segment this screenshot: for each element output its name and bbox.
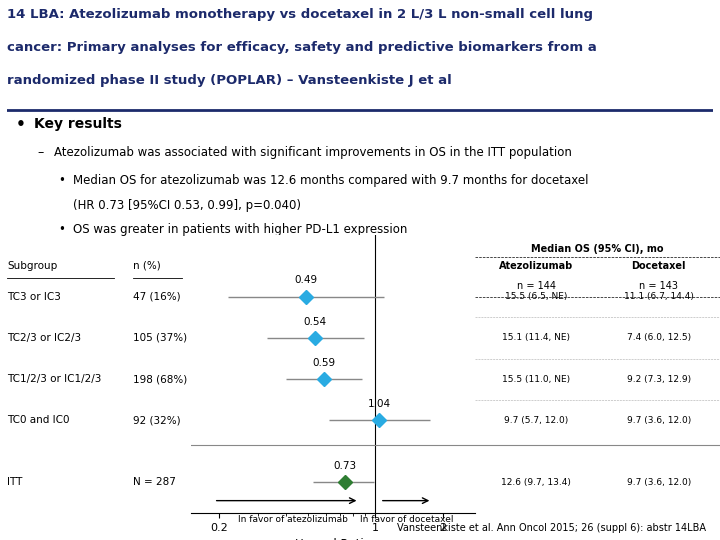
Text: 0.59: 0.59 [312, 358, 336, 368]
Text: •: • [16, 117, 26, 132]
Text: 198 (68%): 198 (68%) [133, 374, 187, 384]
Text: Subgroup: Subgroup [7, 261, 58, 271]
Text: N = 287: N = 287 [133, 477, 176, 487]
Text: Key results: Key results [35, 117, 122, 131]
Text: ITT: ITT [7, 477, 22, 487]
Text: Median OS (95% CI), mo: Median OS (95% CI), mo [531, 244, 664, 254]
Text: OS was greater in patients with higher PD-L1 expression: OS was greater in patients with higher P… [73, 223, 407, 236]
Text: In favor of docetaxel: In favor of docetaxel [360, 515, 453, 524]
Text: Vansteenkiste et al. Ann Oncol 2015; 26 (suppl 6): abstr 14LBA: Vansteenkiste et al. Ann Oncol 2015; 26 … [397, 523, 706, 533]
X-axis label: Hazard Ratio: Hazard Ratio [295, 538, 371, 540]
Text: Atezolizumab: Atezolizumab [499, 261, 574, 271]
Text: 11.1 (6.7, 14.4): 11.1 (6.7, 14.4) [624, 292, 694, 301]
Text: n = 143: n = 143 [639, 281, 678, 292]
Text: •: • [58, 174, 66, 187]
Text: TC3 or IC3: TC3 or IC3 [7, 292, 61, 302]
Text: In favor of atezolizumab: In favor of atezolizumab [238, 515, 348, 524]
Text: 0.54: 0.54 [304, 316, 327, 327]
Text: n = 144: n = 144 [517, 281, 556, 292]
Text: n (%): n (%) [133, 261, 161, 271]
Text: randomized phase II study (POPLAR) – Vansteenkiste J et al: randomized phase II study (POPLAR) – Van… [7, 74, 452, 87]
Text: 15.5 (11.0, NE): 15.5 (11.0, NE) [503, 375, 570, 383]
Text: –: – [37, 146, 43, 159]
Text: 0.49: 0.49 [294, 275, 318, 285]
Text: TC0 and IC0: TC0 and IC0 [7, 415, 70, 426]
Text: TC2/3 or IC2/3: TC2/3 or IC2/3 [7, 333, 81, 343]
Text: 1.04: 1.04 [367, 399, 390, 409]
Text: 9.7 (3.6, 12.0): 9.7 (3.6, 12.0) [626, 477, 691, 487]
Text: 9.2 (7.3, 12.9): 9.2 (7.3, 12.9) [626, 375, 691, 383]
Text: 105 (37%): 105 (37%) [133, 333, 187, 343]
Text: 9.7 (3.6, 12.0): 9.7 (3.6, 12.0) [626, 416, 691, 425]
Text: 15.5 (6.5, NE): 15.5 (6.5, NE) [505, 292, 567, 301]
Text: 0.73: 0.73 [333, 461, 356, 471]
Text: 15.1 (11.4, NE): 15.1 (11.4, NE) [503, 333, 570, 342]
Text: 9.7 (5.7, 12.0): 9.7 (5.7, 12.0) [504, 416, 569, 425]
Text: 47 (16%): 47 (16%) [133, 292, 181, 302]
Text: •: • [58, 223, 66, 236]
Text: Atezolizumab was associated with significant improvements in OS in the ITT popul: Atezolizumab was associated with signifi… [53, 146, 572, 159]
Text: 7.4 (6.0, 12.5): 7.4 (6.0, 12.5) [626, 333, 691, 342]
Text: cancer: Primary analyses for efficacy, safety and predictive biomarkers from a: cancer: Primary analyses for efficacy, s… [7, 42, 597, 55]
Text: (HR 0.73 [95%CI 0.53, 0.99], p=0.040): (HR 0.73 [95%CI 0.53, 0.99], p=0.040) [73, 199, 301, 212]
Text: 12.6 (9.7, 13.4): 12.6 (9.7, 13.4) [501, 477, 572, 487]
Text: 14 LBA: Atezolizumab monotherapy vs docetaxel in 2 L/3 L non-small cell lung: 14 LBA: Atezolizumab monotherapy vs doce… [7, 9, 593, 22]
Text: Docetaxel: Docetaxel [631, 261, 686, 271]
Text: TC1/2/3 or IC1/2/3: TC1/2/3 or IC1/2/3 [7, 374, 102, 384]
Text: 92 (32%): 92 (32%) [133, 415, 181, 426]
Text: Median OS for atezolizumab was 12.6 months compared with 9.7 months for docetaxe: Median OS for atezolizumab was 12.6 mont… [73, 174, 588, 187]
